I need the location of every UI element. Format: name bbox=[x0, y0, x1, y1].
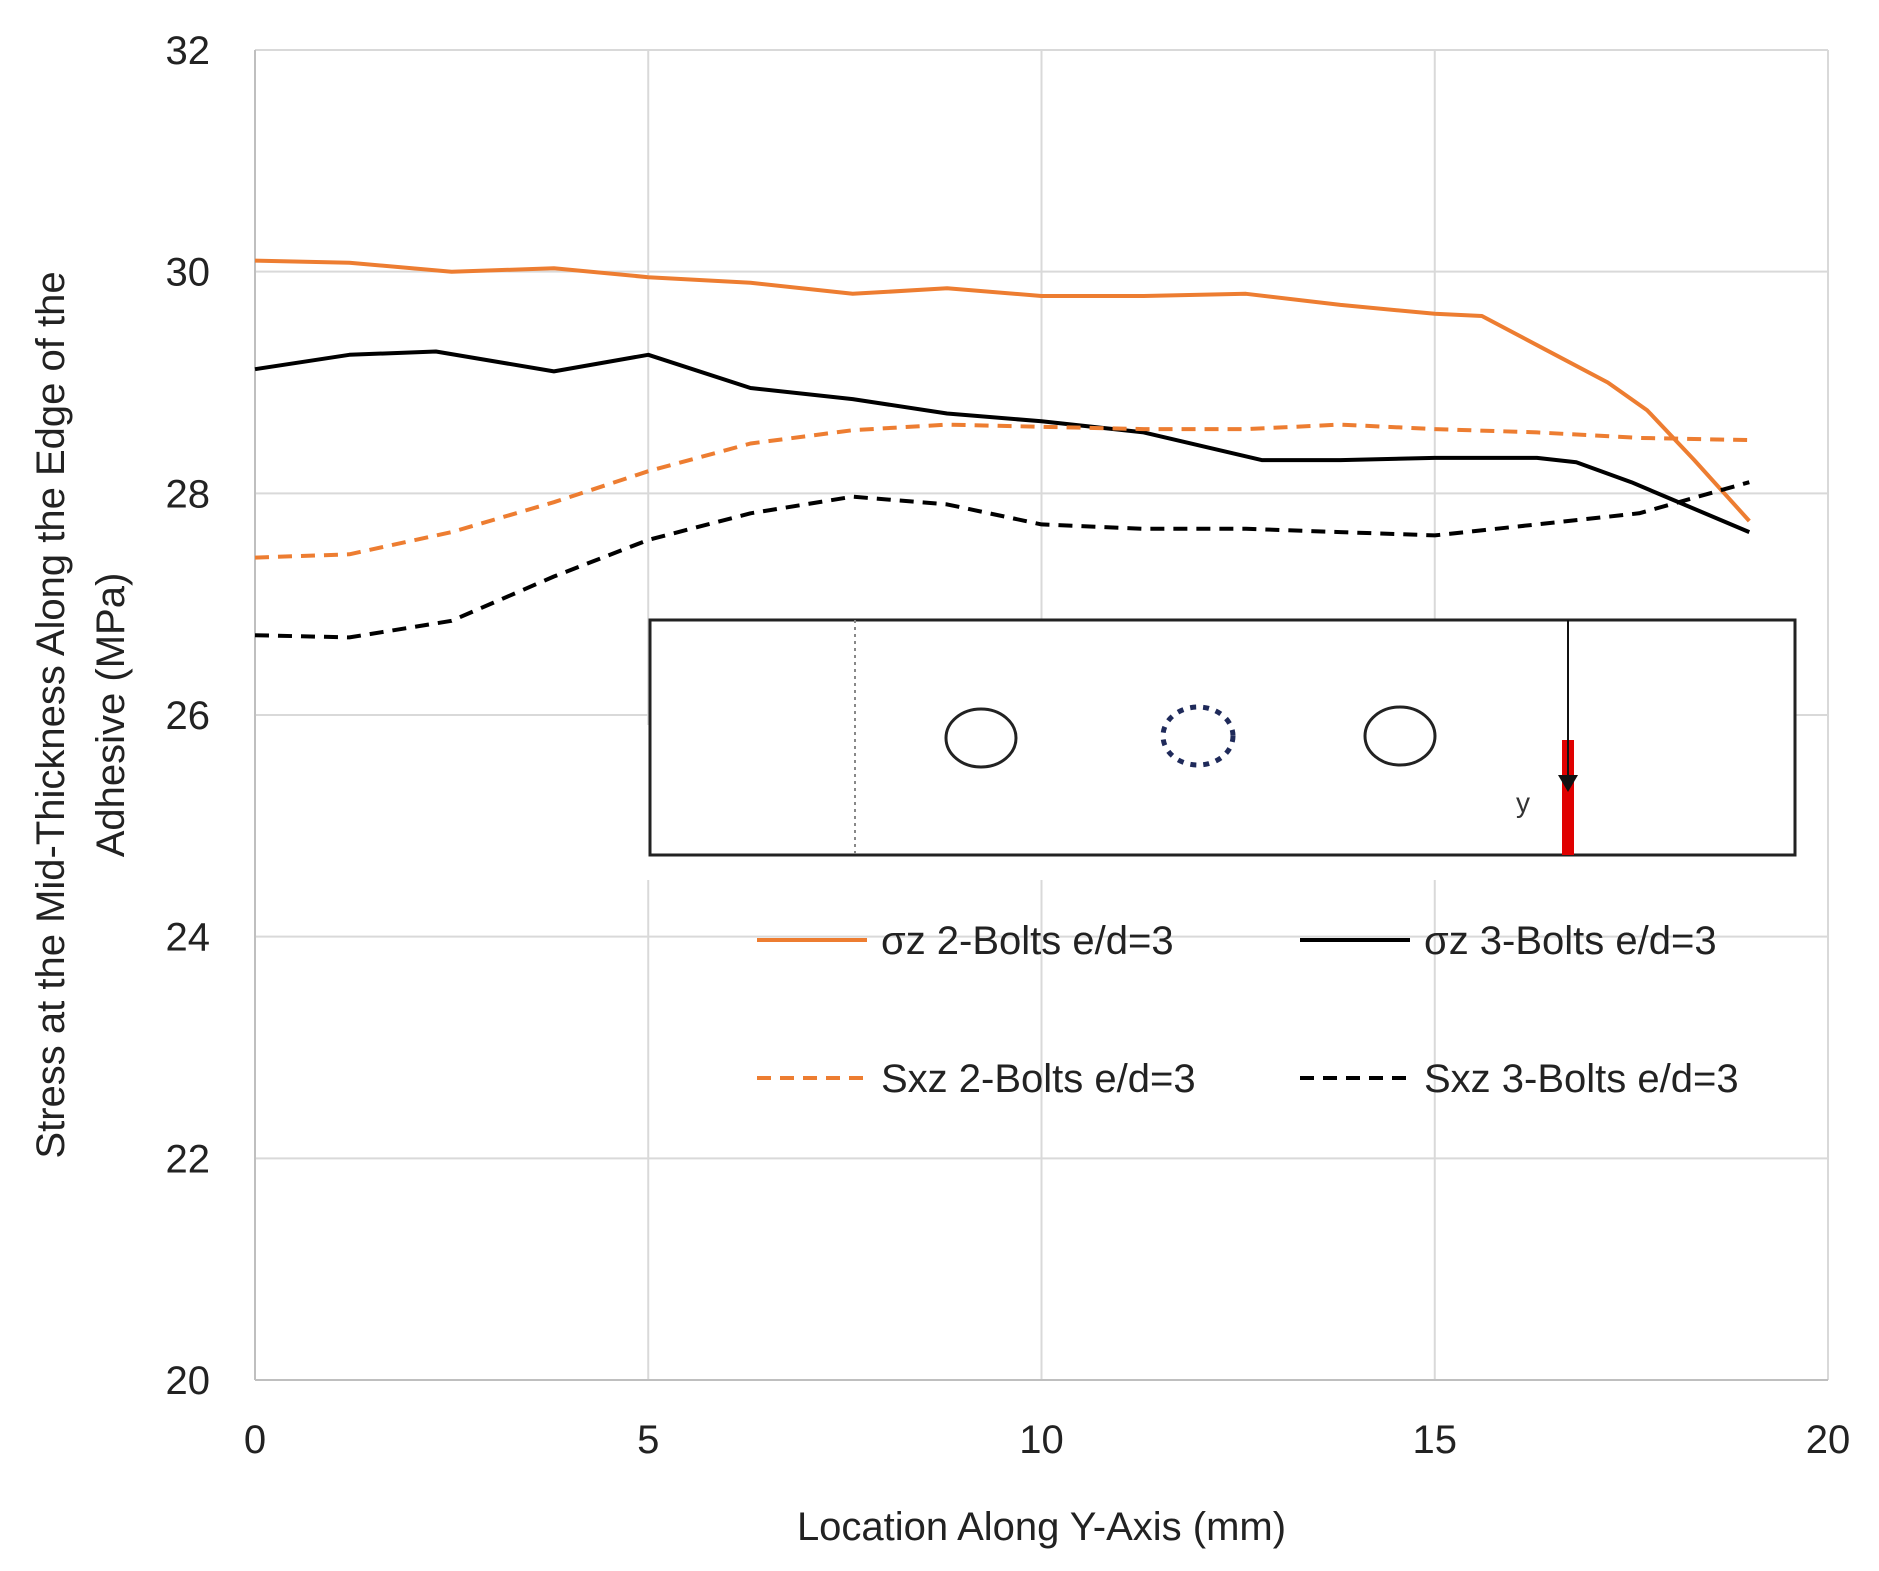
legend-label-1: σz 2-Bolts e/d=3 bbox=[881, 919, 1174, 963]
y-tick-label: 32 bbox=[166, 29, 211, 73]
y-tick-label: 30 bbox=[166, 251, 211, 295]
legend-label-2: σz 3-Bolts e/d=3 bbox=[1424, 919, 1717, 963]
bolt-hole-right bbox=[1363, 705, 1437, 767]
y-arrow-head bbox=[1558, 775, 1578, 792]
y-tick-label: 28 bbox=[166, 472, 211, 516]
axes: 20 22 24 26 28 30 32 0 5 10 15 20 Location Along Y-A… bbox=[29, 29, 1850, 1549]
inset-y-label: y bbox=[1516, 787, 1530, 818]
joint-schematic-inset: y bbox=[615, 618, 1805, 880]
legend-label-3: Sxz 2-Bolts e/d=3 bbox=[881, 1057, 1196, 1101]
y-tick-label: 24 bbox=[166, 916, 211, 960]
y-axis-title-line2: Adhesive (MPa) bbox=[89, 573, 133, 858]
y-tick-label: 26 bbox=[166, 694, 211, 738]
y-tick-label: 22 bbox=[166, 1137, 211, 1181]
y-tick-label: 20 bbox=[166, 1359, 211, 1403]
x-tick-label: 15 bbox=[1413, 1418, 1458, 1462]
x-tick-label: 0 bbox=[244, 1418, 266, 1462]
series-line-4 bbox=[254, 480, 1750, 640]
x-tick-label: 20 bbox=[1806, 1418, 1851, 1462]
bolt-hole-middle bbox=[1160, 704, 1236, 768]
x-axis-title: Location Along Y-Axis (mm) bbox=[797, 1505, 1286, 1549]
inset-plate bbox=[648, 618, 1797, 857]
x-tick-label: 10 bbox=[1019, 1418, 1064, 1462]
series-line-1 bbox=[254, 258, 1751, 523]
bolt-hole-left bbox=[944, 707, 1018, 769]
y-axis-title: Stress at the Mid-Thickness Along the Ed… bbox=[29, 271, 73, 1158]
x-tick-label: 5 bbox=[637, 1418, 659, 1462]
legend: σz 2-Bolts e/d=3 σz 3-Bolts e/d=3 Sxz 2-Bo… bbox=[757, 919, 1739, 1101]
legend-label-4: Sxz 3-Bolts e/d=3 bbox=[1424, 1057, 1739, 1101]
series-line-3 bbox=[254, 422, 1750, 560]
series-layer bbox=[254, 258, 1751, 640]
